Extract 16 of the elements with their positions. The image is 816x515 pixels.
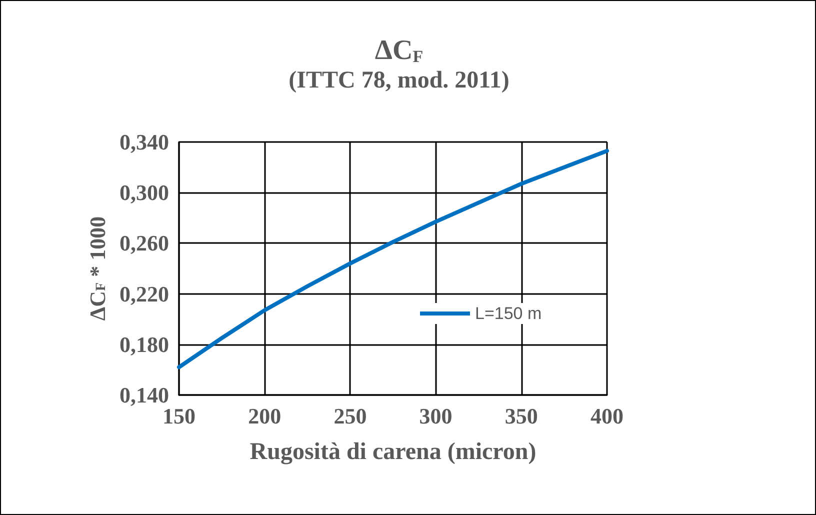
y-tick-label: 0,220 [120,281,169,306]
y-tick-label: 0,340 [120,130,169,154]
y-tick-label: 0,300 [120,180,169,206]
y-axis-title: ΔCF * 1000 [85,216,110,321]
x-tick-label: 200 [248,404,282,428]
chart-title: ΔCF [374,35,424,66]
chart-subtitle: (ITTC 78, mod. 2011) [288,68,510,94]
x-tick-label: 350 [504,404,538,428]
y-tick-label: 0,180 [120,332,169,357]
x-tick-label: 300 [419,404,452,428]
x-tick-label: 400 [590,404,624,428]
x-axis-title: Rugosità di carena (micron) [250,439,536,465]
line-series [177,148,609,370]
x-tick-label: 250 [334,404,367,428]
legend-label: L=150 m [475,304,542,323]
y-tick-label: 0,260 [120,230,169,256]
